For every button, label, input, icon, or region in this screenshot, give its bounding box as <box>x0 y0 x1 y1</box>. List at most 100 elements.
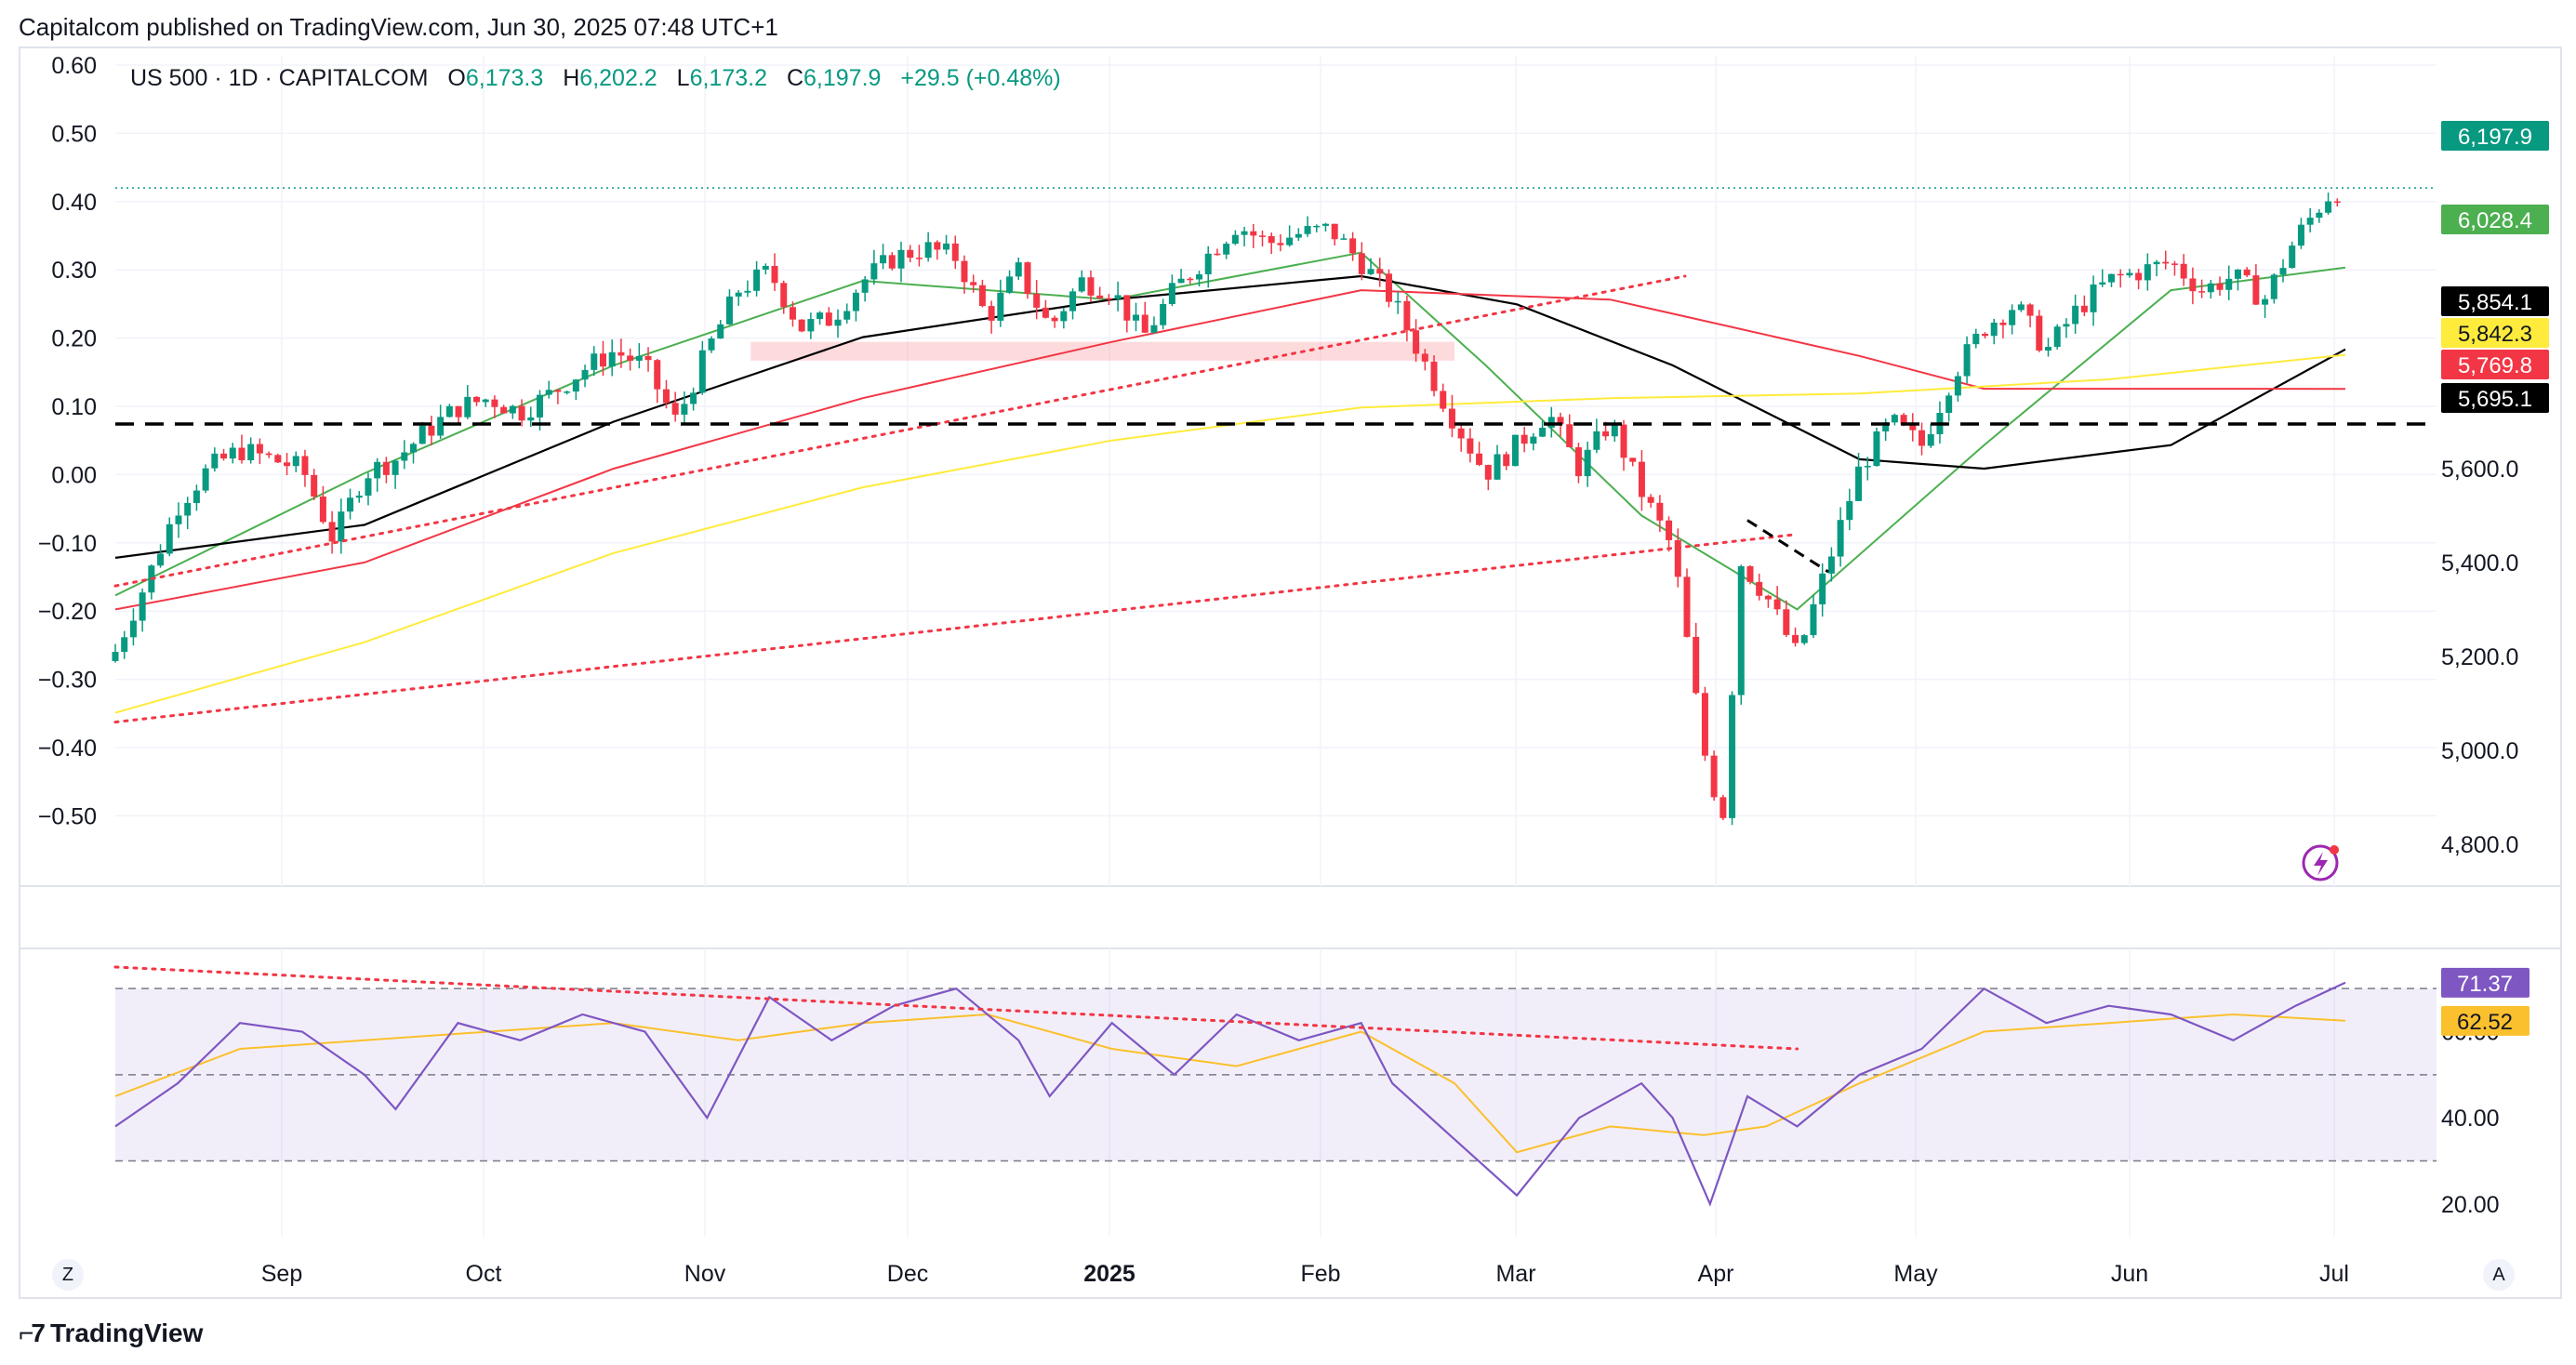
candle-body <box>907 249 914 258</box>
candle-body <box>2099 282 2106 285</box>
candle-body <box>2144 264 2151 281</box>
candle-body <box>2090 285 2097 312</box>
candle-body <box>834 319 842 326</box>
candle-body <box>1448 408 1455 429</box>
right-tick-label: 5,600.0 <box>2441 457 2518 483</box>
candle-body <box>2036 315 2043 351</box>
candle-body <box>2243 269 2251 276</box>
rsi-tick-label: 40.00 <box>2441 1106 2500 1132</box>
candle-body <box>1982 333 1989 337</box>
price-label-box <box>2441 121 2549 151</box>
right-tick-label: 5,200.0 <box>2441 644 2518 670</box>
candle-body <box>311 474 318 497</box>
candle-body <box>1440 391 1447 409</box>
candle-body <box>725 296 733 325</box>
rsi-tick-label: 20.00 <box>2441 1192 2500 1218</box>
candle-body <box>274 455 282 463</box>
price-label-text: 5,769.8 <box>2458 353 2532 378</box>
alert-lightning-icon <box>2302 844 2339 881</box>
candle-body <box>591 353 598 370</box>
candle-body <box>1503 454 1510 467</box>
candle-body <box>382 461 390 475</box>
candle-body <box>202 468 209 491</box>
close-value: 6,197.9 <box>803 65 882 91</box>
candle-body <box>347 497 354 512</box>
publisher-line: Capitalcom published on TradingView.com,… <box>19 13 778 41</box>
candle-body <box>1819 573 1826 604</box>
ma-line-ma100 <box>114 289 2346 611</box>
candle-body <box>1196 274 1203 280</box>
candle-body <box>1223 244 1230 255</box>
candle-body <box>1457 428 1465 439</box>
right-tick-label: 4,800.0 <box>2441 832 2518 858</box>
candle-body <box>2153 261 2160 265</box>
zoom-z-button[interactable]: Z <box>52 1259 84 1291</box>
candle-body <box>392 460 399 475</box>
x-tick-label: Nov <box>684 1261 726 1287</box>
candle-body <box>1720 797 1727 818</box>
candle-body <box>798 319 805 332</box>
symbol-label: US 500 · 1D · CAPITALCOM <box>130 65 429 91</box>
candle-body <box>915 258 923 259</box>
candle-body <box>428 425 435 436</box>
candle-body <box>1746 565 1754 582</box>
candle-body <box>978 285 986 307</box>
candle-body <box>1413 330 1420 354</box>
candle-body <box>1945 395 1953 414</box>
candle-body <box>1864 466 1871 468</box>
candle-body <box>319 496 326 523</box>
candle-body <box>1520 434 1528 444</box>
candle-body <box>1133 314 1140 321</box>
candle-body <box>1006 276 1014 293</box>
candle-body <box>1647 497 1654 503</box>
candle-body <box>1629 457 1637 462</box>
candle-body <box>1476 453 1483 465</box>
grid <box>19 56 2562 1237</box>
x-tick-label: May <box>1893 1261 1938 1287</box>
candle-body <box>328 522 336 542</box>
candle-body <box>888 255 896 269</box>
change-value: +29.5 (+0.48%) <box>900 65 1061 91</box>
candle-body <box>1321 223 1329 226</box>
resistance-zone-rect <box>750 341 1455 361</box>
auto-scale-button[interactable]: A <box>2483 1259 2515 1291</box>
rsi-ma-line <box>114 1013 2346 1154</box>
candle-body <box>536 394 543 417</box>
candle-body <box>817 312 824 320</box>
candle-body <box>1827 556 1835 574</box>
candle-body <box>2270 274 2277 299</box>
price-labels: 6,197.9 6,028.4 5,854.1 5,842.3 5,769.8 5,695… <box>2441 121 2549 413</box>
low-key: L <box>676 65 690 91</box>
candle-body <box>635 355 643 361</box>
candle-body <box>1593 431 1600 450</box>
candle-body <box>1241 231 1248 235</box>
candle-body <box>1539 428 1547 437</box>
price-label-box <box>2441 286 2549 316</box>
tradingview-logo[interactable]: ⌐7 TradingView <box>19 1319 203 1348</box>
high-value: 6,202.2 <box>579 65 657 91</box>
x-tick-label: Sep <box>261 1261 302 1287</box>
candle-body <box>1421 353 1428 362</box>
candle-body <box>1214 253 1221 256</box>
candle-body <box>265 453 272 456</box>
candle-body <box>184 502 192 516</box>
candle-body <box>762 266 769 270</box>
candle-body <box>988 306 995 321</box>
candle-body <box>1602 431 1610 437</box>
candle-body <box>970 282 977 285</box>
rsi-ma-value-label: 62.52 <box>2457 1010 2513 1035</box>
candle-body <box>1656 502 1664 521</box>
candle-body <box>2063 324 2070 327</box>
left-tick-label: −0.10 <box>38 531 97 557</box>
x-tick-label: Oct <box>466 1261 502 1287</box>
candle-body <box>455 405 462 417</box>
candle-body <box>1666 520 1673 540</box>
candle-body <box>2026 304 2034 316</box>
rsi-value-label: 71.37 <box>2457 972 2513 997</box>
candle-body <box>1530 436 1537 444</box>
tradingview-logo-text: TradingView <box>49 1319 204 1347</box>
candle-body <box>2234 269 2241 279</box>
candle-body <box>157 553 165 566</box>
candle-body <box>644 355 652 361</box>
